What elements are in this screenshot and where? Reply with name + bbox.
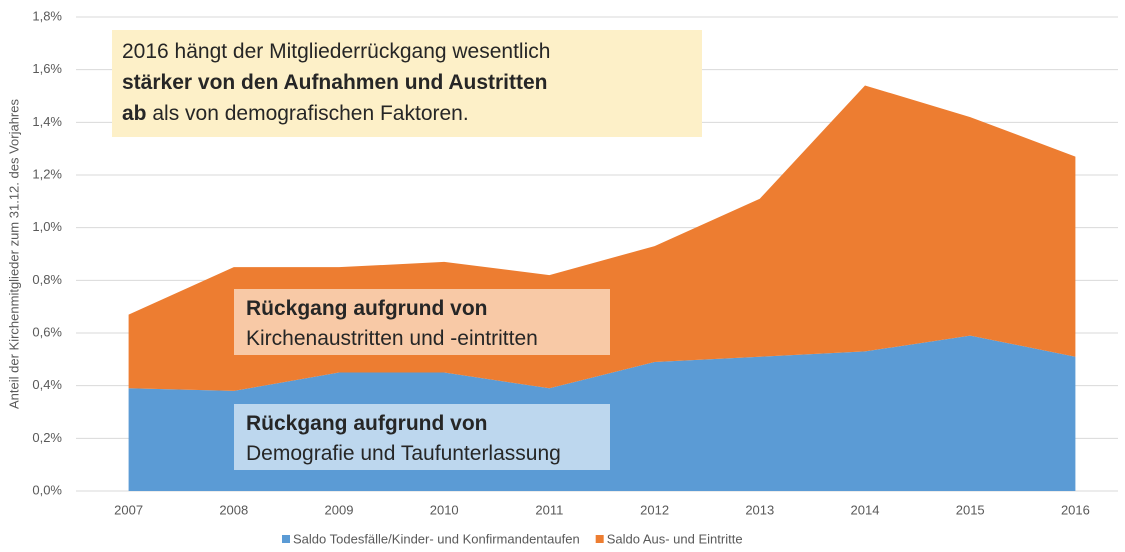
y-tick-label: 0,0%	[32, 482, 62, 497]
y-tick-label: 1,4%	[32, 114, 62, 129]
annotation-box	[112, 30, 702, 137]
annotation-text: 2016 hängt der Mitgliederrückgang wesent…	[122, 40, 550, 63]
y-tick-label: 1,0%	[32, 219, 62, 234]
legend-swatch	[282, 535, 290, 543]
annotation-text: stärker von den Aufnahmen und Austritten	[122, 71, 548, 94]
x-tick-label: 2014	[851, 502, 880, 517]
legend-swatch	[595, 535, 604, 543]
x-tick-label: 2015	[956, 502, 985, 517]
y-axis-label: Anteil der Kirchenmitglieder zum 31.12. …	[6, 99, 21, 409]
annotation-text: Rückgang aufgrund von	[246, 297, 488, 320]
annotation-text: Demografie und Taufunterlassung	[246, 442, 561, 465]
annotation-segment: stärker von den Aufnahmen und Austritten	[122, 71, 548, 94]
x-tick-label: 2007	[114, 502, 143, 517]
x-tick-label: 2010	[430, 502, 459, 517]
y-tick-label: 1,6%	[32, 61, 62, 76]
annotation-text: Kirchenaustritten und -eintritten	[246, 327, 538, 350]
legend-label: Saldo Todesfälle/Kinder- und Konfirmande…	[293, 531, 580, 546]
x-tick-label: 2012	[640, 502, 669, 517]
annotation-segment: Rückgang aufgrund von	[246, 297, 488, 320]
annotation-segment: 2016 hängt der Mitgliederrückgang wesent…	[122, 40, 550, 63]
y-tick-label: 1,2%	[32, 166, 62, 181]
annotation-segment: als von demografischen Faktoren.	[147, 102, 469, 125]
annotation-segment: Kirchenaustritten und -eintritten	[246, 327, 538, 350]
y-tick-label: 1,8%	[32, 8, 62, 23]
y-tick-label: 0,4%	[32, 377, 62, 392]
x-tick-label: 2009	[325, 502, 354, 517]
annotation-text: Rückgang aufgrund von	[246, 412, 488, 435]
legend-label: Saldo Aus- und Eintritte	[607, 531, 743, 546]
x-tick-label: 2011	[535, 502, 563, 517]
annotation-box	[234, 404, 610, 470]
annotation-box	[234, 289, 610, 355]
annotation-segment: ab	[122, 102, 147, 125]
x-tick-label: 2013	[745, 502, 774, 517]
x-tick-label: 2016	[1061, 502, 1090, 517]
annotation-text: ab als von demografischen Faktoren.	[122, 102, 469, 125]
y-tick-label: 0,2%	[32, 430, 62, 445]
x-tick-label: 2008	[219, 502, 248, 517]
annotation-segment: Rückgang aufgrund von	[246, 412, 488, 435]
y-tick-label: 0,8%	[32, 272, 62, 287]
y-tick-label: 0,6%	[32, 324, 62, 339]
annotation-segment: Demografie und Taufunterlassung	[246, 442, 561, 465]
